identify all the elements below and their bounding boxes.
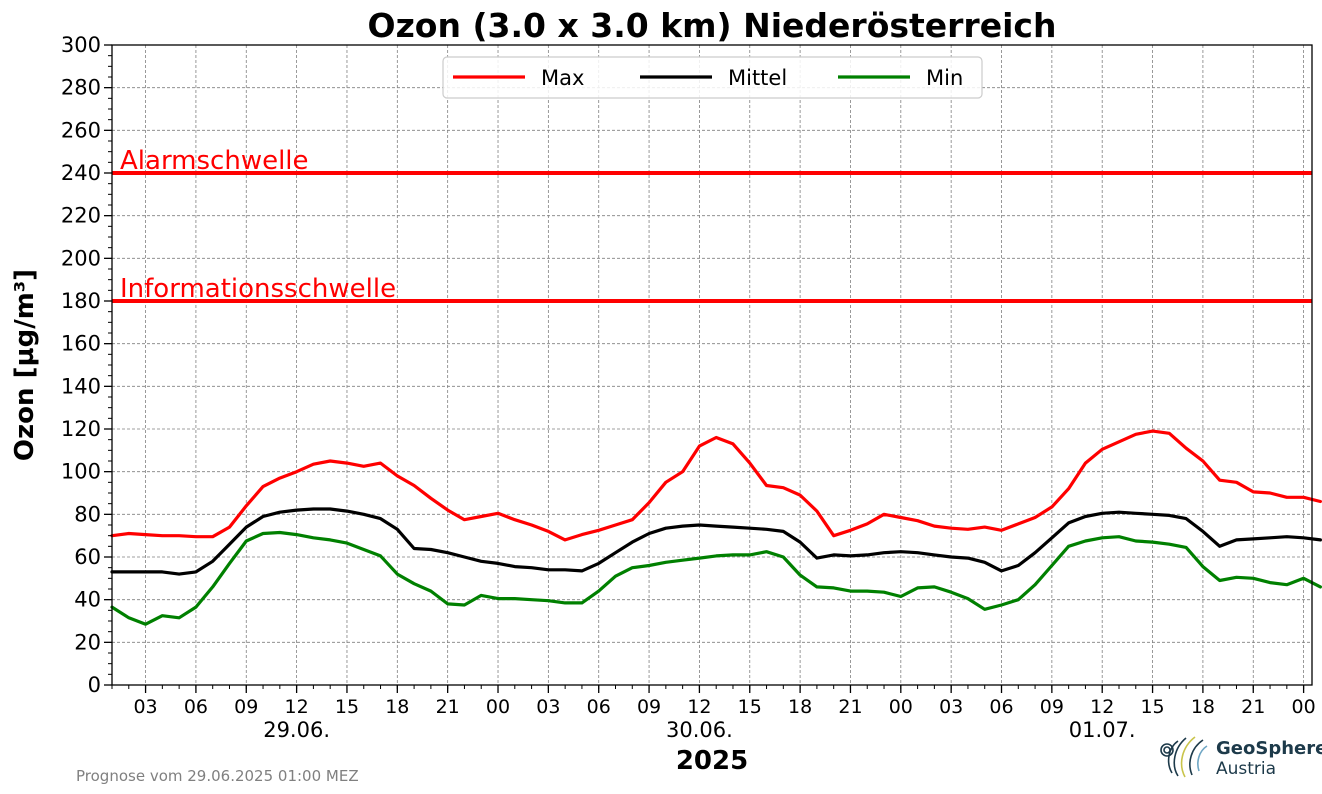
x-tick-label: 09 — [637, 696, 661, 718]
y-tick-label: 240 — [61, 161, 101, 185]
chart-title: Ozon (3.0 x 3.0 km) Niederösterreich — [368, 6, 1057, 45]
x-tick-label: 15 — [335, 696, 359, 718]
plot-frame — [111, 44, 1313, 686]
x-tick-label: 12 — [1090, 696, 1114, 718]
x-tick-label: 03 — [939, 696, 963, 718]
geosphere-logo: GeoSphere Austria — [1160, 736, 1322, 779]
x-tick-label: 03 — [133, 696, 157, 718]
x-tick-label: 21 — [838, 696, 862, 718]
x-tick-label: 00 — [486, 696, 510, 718]
x-tick-label: 12 — [687, 696, 711, 718]
threshold-label: Informationsschwelle — [120, 274, 396, 304]
y-tick-label: 20 — [74, 630, 101, 654]
y-tick-label: 220 — [61, 204, 101, 228]
y-tick-label: 40 — [74, 588, 101, 612]
x-tick-label: 00 — [1292, 696, 1316, 718]
y-tick-label: 260 — [61, 118, 101, 142]
day-label: 30.06. — [666, 718, 733, 742]
x-tick-label: 06 — [989, 696, 1013, 718]
y-tick-label: 100 — [61, 460, 101, 484]
y-tick-label: 160 — [61, 332, 101, 356]
day-label: 01.07. — [1069, 718, 1136, 742]
x-axis-label: 2025 — [676, 746, 748, 776]
x-tick-label: 21 — [1241, 696, 1265, 718]
y-tick-label: 120 — [61, 417, 101, 441]
logo-mark-icon — [1160, 736, 1208, 778]
legend: Max Mittel Min — [442, 56, 983, 99]
y-tick-label: 60 — [74, 545, 101, 569]
x-tick-label: 15 — [738, 696, 762, 718]
series-lines — [110, 429, 1322, 626]
legend-label: Max — [541, 66, 584, 90]
legend-label: Mittel — [728, 66, 787, 90]
x-tick-label: 18 — [1191, 696, 1215, 718]
y-tick-label: 0 — [88, 673, 101, 697]
x-tick-label: 12 — [285, 696, 309, 718]
x-tick-label: 18 — [385, 696, 409, 718]
forecast-note: Prognose vom 29.06.2025 01:00 MEZ — [76, 767, 359, 785]
y-axis: 0 20 40 60 80 100 120 140 160 180 200 220 240 260 280 3… — [61, 33, 112, 697]
series-line-max — [110, 429, 1322, 542]
legend-label: Min — [926, 66, 963, 90]
threshold-label: Alarmschwelle — [120, 146, 309, 176]
grid — [112, 45, 1312, 685]
logo-name: GeoSphere — [1216, 738, 1322, 759]
x-tick-label: 06 — [587, 696, 611, 718]
x-tick-label: 18 — [788, 696, 812, 718]
logo-subtitle: Austria — [1216, 759, 1276, 779]
series-line-min — [110, 530, 1322, 626]
x-tick-label: 03 — [536, 696, 560, 718]
y-tick-label: 280 — [61, 76, 101, 100]
y-tick-label: 140 — [61, 374, 101, 398]
x-tick-label: 09 — [1040, 696, 1064, 718]
x-tick-label: 21 — [436, 696, 460, 718]
y-tick-label: 180 — [61, 289, 101, 313]
x-axis: 03 06 09 12 15 18 21 00 03 06 09 12 15 18 21 00 03 06 09 12… — [111, 685, 1316, 742]
x-tick-label: 00 — [889, 696, 913, 718]
y-axis-label: Ozon [µg/m³] — [10, 269, 40, 461]
x-tick-label: 09 — [234, 696, 258, 718]
series-line-mittel — [110, 507, 1322, 576]
x-tick-label: 15 — [1140, 696, 1164, 718]
y-tick-label: 300 — [61, 33, 101, 57]
day-label: 29.06. — [263, 718, 330, 742]
legend-box — [442, 56, 983, 99]
y-tick-label: 200 — [61, 246, 101, 270]
x-tick-label: 06 — [184, 696, 208, 718]
threshold-lines: Alarmschwelle Informationsschwelle — [112, 146, 1312, 304]
y-tick-label: 80 — [74, 502, 101, 526]
